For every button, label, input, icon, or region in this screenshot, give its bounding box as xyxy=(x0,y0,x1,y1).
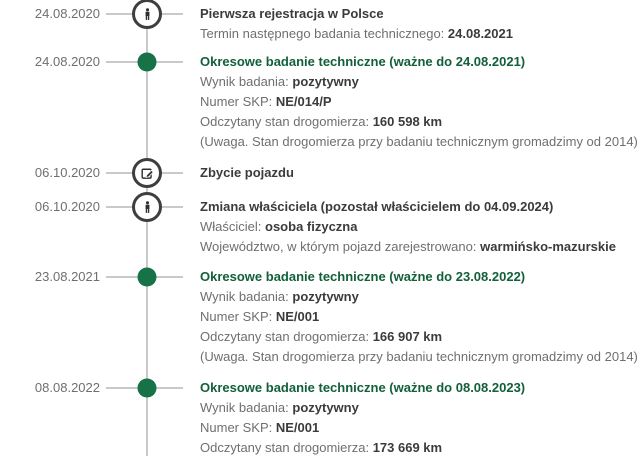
green-dot xyxy=(137,52,157,72)
detail-label: (Uwaga. Stan drogomierza przy badaniu te… xyxy=(200,349,638,364)
detail-value: NE/014/P xyxy=(275,94,332,109)
event-date: 06.10.2020 xyxy=(34,199,100,214)
document-pencil-icon xyxy=(132,158,162,188)
detail-value: 24.08.2021 xyxy=(447,26,513,41)
detail-label: Numer SKP: xyxy=(200,420,276,435)
detail-value: pozytywny xyxy=(292,74,359,89)
detail-value: 160 598 km xyxy=(372,114,443,129)
event-detail: Wynik badania: pozytywny xyxy=(200,72,630,92)
detail-label: Właściciel: xyxy=(200,219,266,234)
event-title: Okresowe badanie techniczne (ważne do 08… xyxy=(200,380,526,395)
event-title: Pierwsza rejestracja w Polsce xyxy=(200,6,384,21)
event-date: 06.10.2020 xyxy=(34,165,100,180)
event-note: (Uwaga. Stan drogomierza przy badaniu te… xyxy=(200,347,638,367)
event-title: Zbycie pojazdu xyxy=(200,165,294,180)
event-detail: Termin następnego badania technicznego: … xyxy=(200,24,630,44)
event-title: Zmiana właściciela (pozostał właściciele… xyxy=(200,199,554,214)
event-note: (Uwaga. Stan drogomierza przy badaniu te… xyxy=(200,132,638,152)
timeline-event-inspection-2022: 08.08.2022 Okresowe badanie techniczne (… xyxy=(0,378,640,456)
event-detail: Wynik badania: pozytywny xyxy=(200,287,630,307)
detail-label: Termin następnego badania technicznego: xyxy=(200,26,448,41)
event-detail: Województwo, w którym pojazd zarejestrow… xyxy=(200,237,630,257)
timeline-vertical-line xyxy=(146,14,148,456)
person-icon xyxy=(132,192,162,222)
detail-label: Numer SKP: xyxy=(200,309,276,324)
person-icon xyxy=(132,0,162,29)
event-detail: Numer SKP: NE/014/P xyxy=(200,92,630,112)
detail-value: osoba fizyczna xyxy=(265,219,358,234)
detail-label: Województwo, w którym pojazd zarejestrow… xyxy=(200,239,481,254)
event-date: 08.08.2022 xyxy=(34,380,100,395)
detail-value: pozytywny xyxy=(292,289,359,304)
green-dot xyxy=(137,378,157,398)
detail-value: 173 669 km xyxy=(372,440,443,455)
event-detail: Wynik badania: pozytywny xyxy=(200,398,630,418)
event-title: Okresowe badanie techniczne (ważne do 23… xyxy=(200,269,526,284)
detail-label: (Uwaga. Stan drogomierza przy badaniu te… xyxy=(200,134,638,149)
green-dot xyxy=(137,267,157,287)
timeline-event-sale: 06.10.2020 Zbycie pojazdu xyxy=(0,158,640,188)
detail-label: Numer SKP: xyxy=(200,94,276,109)
timeline-event-owner-change: 06.10.2020 Zmiana właściciela (pozostał … xyxy=(0,192,640,257)
event-detail: Właściciel: osoba fizyczna xyxy=(200,217,630,237)
event-date: 23.08.2021 xyxy=(34,269,100,284)
timeline-event-inspection-2020: 24.08.2020 Okresowe badanie techniczne (… xyxy=(0,52,640,152)
event-detail: Odczytany stan drogomierza: 160 598 km xyxy=(200,112,630,132)
timeline-event-first-registration: 24.08.2020 Pierwsza rejestracja w Polsce… xyxy=(0,0,640,44)
timeline-event-inspection-2021: 23.08.2021 Okresowe badanie techniczne (… xyxy=(0,267,640,367)
detail-label: Wynik badania: xyxy=(200,400,293,415)
detail-label: Odczytany stan drogomierza: xyxy=(200,114,373,129)
detail-value: NE/001 xyxy=(275,309,320,324)
detail-value: warmińsko-mazurskie xyxy=(480,239,616,254)
event-detail: Numer SKP: NE/001 xyxy=(200,307,630,327)
detail-value: 166 907 km xyxy=(372,329,443,344)
detail-label: Wynik badania: xyxy=(200,74,293,89)
event-date: 24.08.2020 xyxy=(34,6,100,21)
detail-label: Odczytany stan drogomierza: xyxy=(200,440,373,455)
event-detail: Odczytany stan drogomierza: 173 669 km xyxy=(200,438,630,456)
detail-label: Odczytany stan drogomierza: xyxy=(200,329,373,344)
event-title: Okresowe badanie techniczne (ważne do 24… xyxy=(200,54,526,69)
detail-label: Wynik badania: xyxy=(200,289,293,304)
event-detail: Odczytany stan drogomierza: 166 907 km xyxy=(200,327,630,347)
detail-value: NE/001 xyxy=(275,420,320,435)
detail-value: pozytywny xyxy=(292,400,359,415)
event-date: 24.08.2020 xyxy=(34,54,100,69)
event-detail: Numer SKP: NE/001 xyxy=(200,418,630,438)
